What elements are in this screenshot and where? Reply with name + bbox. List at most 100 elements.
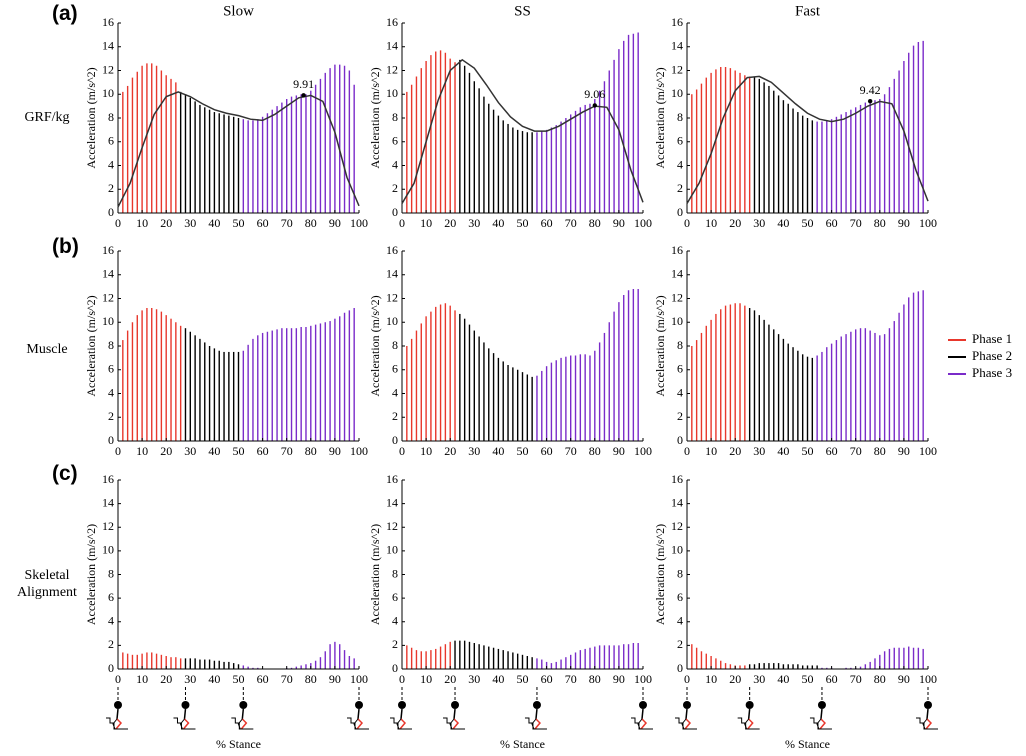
- figure-part: [747, 718, 754, 730]
- x-tick-label: 100: [919, 444, 937, 458]
- x-tick-label: 10: [136, 216, 148, 230]
- figure-part: [115, 718, 123, 730]
- x-tick-label: 50: [233, 444, 245, 458]
- x-tick-label: 30: [184, 444, 196, 458]
- figure-part: [683, 701, 691, 709]
- y-tick-label: 2: [392, 409, 398, 423]
- x-tick-label: 0: [115, 216, 121, 230]
- x-tick-label: 80: [589, 672, 601, 686]
- x-tick-label: 40: [492, 672, 504, 686]
- x-tick-label: 80: [874, 672, 886, 686]
- y-tick-label: 4: [108, 157, 114, 171]
- y-axis-label: Acceleration (m/s^2): [84, 524, 98, 625]
- figure-part: [173, 717, 196, 730]
- x-tick-label: 90: [898, 672, 910, 686]
- y-tick-label: 14: [102, 495, 114, 509]
- x-tick-label: 20: [729, 444, 741, 458]
- figure-part: [182, 718, 190, 730]
- x-tick-label: 90: [898, 444, 910, 458]
- y-tick-label: 0: [108, 205, 114, 219]
- x-tick-label: 60: [826, 444, 838, 458]
- figure-part: [820, 708, 823, 720]
- figure-part: [452, 718, 460, 730]
- y-tick-label: 2: [677, 409, 683, 423]
- figure-part: [347, 717, 369, 730]
- figure-part: [355, 701, 363, 709]
- x-tick-label: 10: [420, 444, 432, 458]
- x-tick-label: 10: [705, 672, 717, 686]
- figure-part: [183, 708, 187, 720]
- x-tick-label: 40: [492, 216, 504, 230]
- x-tick-label: 90: [613, 444, 625, 458]
- x-tick-label: 70: [281, 216, 293, 230]
- figure-part: [809, 717, 832, 730]
- x-tick-label: 50: [517, 216, 529, 230]
- y-tick-label: 14: [386, 267, 398, 281]
- x-tick-label: 50: [802, 444, 814, 458]
- figure-part: [631, 717, 653, 730]
- y-tick-label: 14: [386, 495, 398, 509]
- y-tick-label: 16: [102, 472, 114, 486]
- x-tick-label: 100: [634, 444, 652, 458]
- x-tick-label: 40: [492, 444, 504, 458]
- figure-part: [639, 701, 647, 709]
- x-tick-label: 80: [589, 216, 601, 230]
- y-tick-label: 14: [102, 267, 114, 281]
- x-tick-label: 20: [729, 672, 741, 686]
- peak-marker: [867, 98, 873, 104]
- x-tick-label: 30: [184, 216, 196, 230]
- x-tick-label: 80: [589, 444, 601, 458]
- x-tick-label: 20: [160, 216, 172, 230]
- x-tick-label: 10: [136, 444, 148, 458]
- y-tick-label: 14: [671, 39, 683, 53]
- figure-part: [534, 718, 541, 730]
- y-tick-label: 10: [102, 314, 114, 328]
- x-tick-label: 30: [468, 216, 480, 230]
- y-tick-label: 0: [392, 205, 398, 219]
- y-tick-label: 14: [386, 39, 398, 53]
- y-tick-label: 2: [392, 637, 398, 651]
- y-tick-label: 8: [677, 566, 683, 580]
- x-tick-label: 100: [350, 216, 368, 230]
- x-tick-label: 50: [233, 216, 245, 230]
- x-tick-label: 40: [208, 216, 220, 230]
- curve: [686, 75, 929, 204]
- y-tick-label: 16: [386, 15, 398, 29]
- figure-part: [443, 717, 466, 730]
- y-tick-label: 2: [392, 181, 398, 195]
- stick-figure: [443, 687, 466, 730]
- figure-part: [241, 708, 245, 720]
- legend-label: Phase 2: [972, 348, 1012, 363]
- x-tick-label: 60: [257, 216, 269, 230]
- figure-part: [181, 701, 190, 709]
- y-tick-label: 10: [386, 314, 398, 328]
- x-tick-label: 40: [777, 216, 789, 230]
- x-tick-label: 50: [517, 444, 529, 458]
- figure-part: [684, 718, 692, 730]
- figure-part: [819, 718, 826, 730]
- y-tick-label: 16: [102, 243, 114, 257]
- x-tick-label: 30: [753, 216, 765, 230]
- column-title: Slow: [223, 3, 254, 19]
- x-tick-label: 100: [919, 216, 937, 230]
- y-tick-label: 6: [677, 134, 683, 148]
- x-tick-label: 60: [541, 216, 553, 230]
- y-tick-label: 2: [677, 637, 683, 651]
- figure-part: [640, 718, 648, 730]
- x-tick-label: 20: [160, 444, 172, 458]
- panel-tag: (c): [52, 462, 78, 485]
- y-tick-label: 2: [108, 181, 114, 195]
- x-tick-label: 100: [919, 672, 937, 686]
- y-tick-label: 14: [671, 495, 683, 509]
- y-tick-label: 4: [677, 157, 683, 171]
- y-tick-label: 10: [102, 86, 114, 100]
- y-tick-label: 2: [108, 409, 114, 423]
- x-tick-label: 0: [399, 672, 405, 686]
- x-tick-label: 80: [874, 216, 886, 230]
- y-tick-label: 6: [677, 362, 683, 376]
- stick-figure: [173, 687, 196, 730]
- figure-part: [532, 701, 541, 709]
- x-tick-label: 100: [634, 672, 652, 686]
- curve: [401, 58, 644, 204]
